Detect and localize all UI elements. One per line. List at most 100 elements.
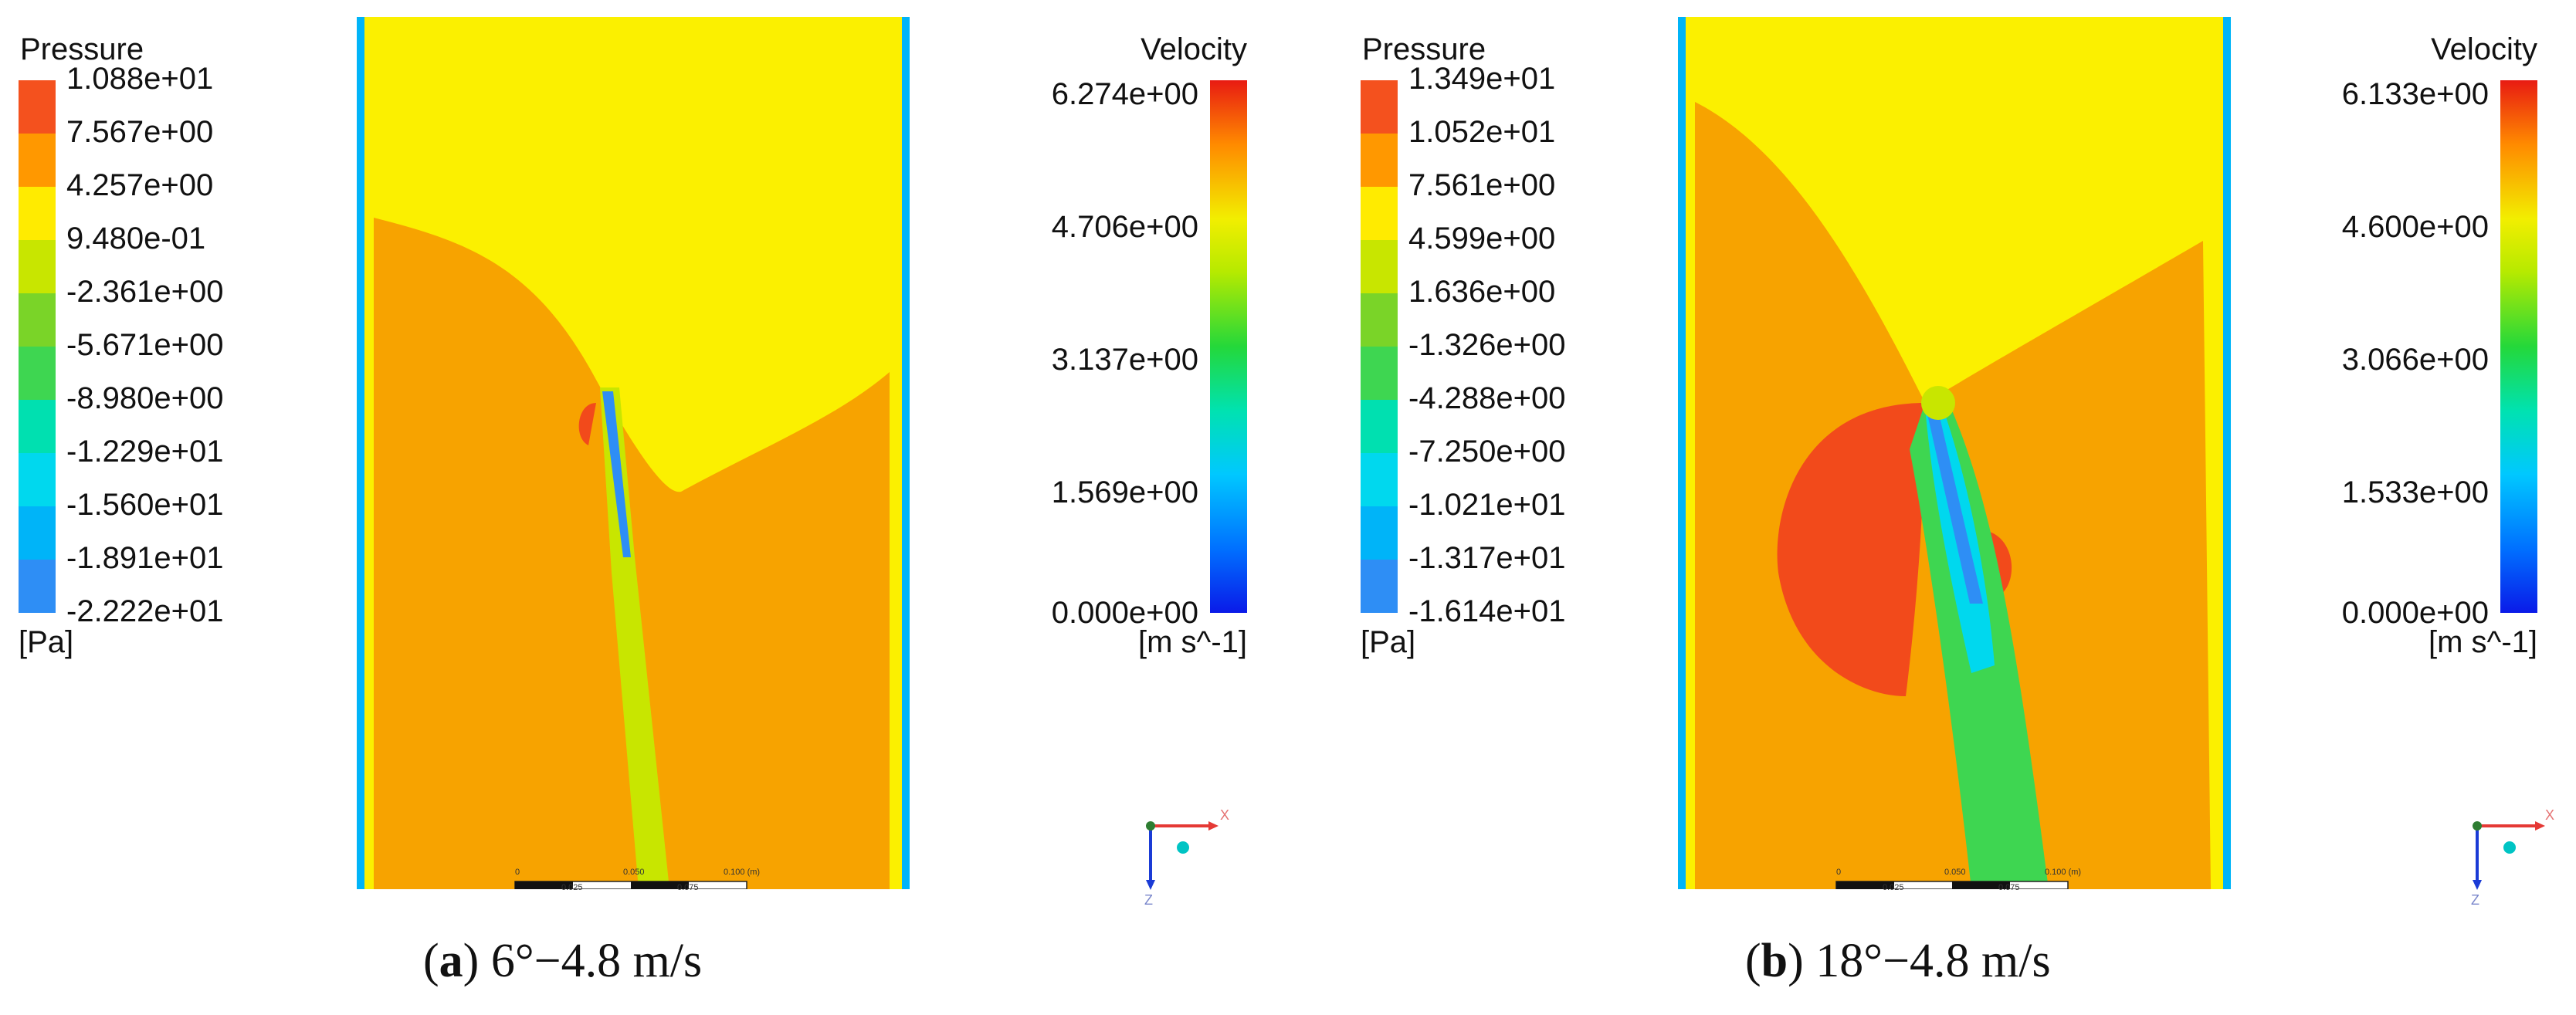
blade-profile [602,391,631,557]
wall-right [902,17,910,889]
scale-label: 0.050 [623,868,645,877]
leading-edge-vortex [1921,386,1955,420]
velocity-colorbar [1210,80,1247,613]
pressure-swatch [19,80,56,134]
pressure-legend-title: Pressure [20,32,144,66]
velocity-tick-label: 1.569e+00 [1051,475,1198,509]
pressure-level-label: -2.361e+00 [66,275,224,309]
velocity-tick-label: 0.000e+00 [1051,596,1198,630]
pressure-level-label: 1.052e+01 [1408,115,1556,149]
pressure-level-label: -2.222e+01 [66,594,224,628]
pressure-swatch [19,453,56,506]
axis-z-label: Z [1144,892,1153,908]
panel-b: Pressure 1.349e+01 1.052e+01 7.561e+00 4… [1288,0,2576,1015]
stagnation-zone [1777,403,1925,696]
pressure-swatch [19,240,56,293]
velocity-unit: [m s^-1] [2429,625,2537,659]
pressure-legend-title: Pressure [1362,32,1486,66]
pressure-level-label: -1.614e+01 [1408,594,1566,628]
axis-triad [1146,821,1219,890]
pressure-level-label: -5.671e+00 [66,328,224,362]
velocity-tick-label: 3.066e+00 [2341,343,2489,377]
pressure-swatch [1361,400,1398,453]
scale-label: 0.050 [1944,868,1966,877]
pressure-level-label: 9.480e-01 [66,222,206,255]
pressure-level-label: -1.021e+01 [1408,488,1566,522]
pressure-level-label: 1.349e+01 [1408,62,1556,96]
pressure-swatch [1361,560,1398,613]
scale-label: 0.075 [677,883,699,892]
pressure-swatch [19,347,56,400]
velocity-legend: Velocity 6.274e+00 4.706e+00 3.137e+00 1… [942,0,1266,695]
pressure-unit: [Pa] [19,625,74,659]
pressure-swatch [19,134,56,187]
pressure-level-label: -4.288e+00 [1408,381,1566,415]
velocity-tick-label: 4.600e+00 [2341,210,2489,244]
pressure-swatch [19,400,56,453]
pressure-level-label: 7.567e+00 [66,115,214,149]
wake-region [600,387,669,889]
pressure-level-label: 4.599e+00 [1408,222,1556,255]
pressure-level-label: -1.560e+01 [66,488,224,522]
scale-label: 0.100 (m) [2045,868,2082,877]
velocity-tick-label: 0.000e+00 [2341,596,2489,630]
wall-left [357,17,364,889]
pressure-swatch [1361,293,1398,347]
scale-label: 0.025 [1883,883,1904,892]
pressure-swatch [19,506,56,560]
scale-label: 0 [515,868,520,877]
pressure-level-label: -7.250e+00 [1408,435,1566,469]
caption-letter: b [1761,935,1788,987]
caption-b: (b) 18°−4.8 m/s [1745,935,2051,987]
axis-z-label: Z [2471,892,2479,908]
panel-a: Pressure 1.088e+01 7.567e+00 4.257e+00 9… [19,0,1266,987]
velocity-tick-label: 6.133e+00 [2341,77,2489,111]
axis-x-label: X [1220,807,1230,823]
velocity-tick-label: 3.137e+00 [1051,343,1198,377]
scale-label: 0.075 [1998,883,2020,892]
velocity-unit: [m s^-1] [1138,625,1247,659]
pressure-swatch [1361,240,1398,293]
velocity-tick-label: 4.706e+00 [1051,210,1198,244]
velocity-legend-title: Velocity [2431,32,2537,66]
pressure-level-label: -1.891e+01 [66,541,224,575]
scale-label: 0.025 [561,883,583,892]
velocity-colorbar [2500,80,2537,613]
pressure-swatch [1361,80,1398,134]
pressure-level-label: 4.257e+00 [66,168,214,202]
pressure-swatch [19,560,56,613]
pressure-swatch [1361,187,1398,240]
caption-a: (a) 6°−4.8 m/s [423,935,703,987]
scale-label: 0 [1836,868,1842,877]
flow-domain-b [1678,17,2231,889]
pressure-level-label: 1.088e+01 [66,62,214,96]
velocity-tick-label: 1.533e+00 [2341,475,2489,509]
scale-bar [514,881,747,889]
pressure-swatch [1361,347,1398,400]
scale-bar [1835,881,2069,889]
caption-text: 18°−4.8 m/s [1815,935,2051,987]
pressure-swatch [1361,506,1398,560]
velocity-legend-title: Velocity [1141,32,1247,66]
pressure-level-label: -8.980e+00 [66,381,224,415]
caption-text: 6°−4.8 m/s [490,935,703,987]
pressure-unit: [Pa] [1361,625,1416,659]
wall-left [1678,17,1686,889]
blade-profile [1927,411,1983,604]
stagnation-zone [578,403,596,445]
axis-triad [2473,821,2545,890]
wall-right [2223,17,2231,889]
pressure-swatch [19,187,56,240]
scale-label: 0.100 (m) [724,868,761,877]
pressure-level-label: 1.636e+00 [1408,275,1556,309]
pressure-level-label: -1.229e+01 [66,435,224,469]
pressure-swatch [1361,453,1398,506]
pressure-swatch [1361,134,1398,187]
pressure-level-label: 7.561e+00 [1408,168,1556,202]
velocity-legend: Velocity 6.133e+00 4.600e+00 3.066e+00 1… [2230,0,2554,695]
pressure-swatch [19,293,56,347]
axis-x-label: X [2545,807,2555,823]
pressure-level-label: -1.317e+01 [1408,541,1566,575]
flow-domain-a [357,17,910,889]
pressure-level-label: -1.326e+00 [1408,328,1566,362]
